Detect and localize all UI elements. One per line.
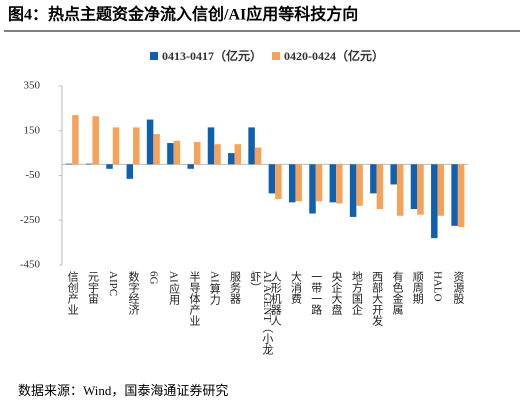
bar	[173, 140, 181, 165]
x-tick-label: 元宇宙	[86, 271, 99, 304]
x-tick-label: AI应用	[167, 271, 180, 305]
bar	[65, 163, 73, 165]
bar	[268, 164, 276, 194]
bar	[451, 164, 458, 226]
bar	[431, 164, 438, 239]
bar	[146, 119, 154, 165]
bar	[133, 127, 140, 165]
bar	[167, 143, 174, 165]
bar	[207, 127, 215, 165]
bar	[370, 164, 377, 194]
bar	[390, 164, 397, 185]
x-tick-label: AI算力	[208, 271, 221, 305]
x-tick-label: 半导体产业	[187, 271, 200, 326]
legend-swatch	[272, 52, 280, 60]
bar	[193, 141, 201, 165]
bar	[295, 164, 302, 202]
legend-label: 0413-0417（亿元）	[162, 48, 262, 63]
bar	[214, 144, 221, 165]
bar	[275, 164, 282, 199]
y-tick-label: 350	[24, 80, 41, 92]
source-note: 数据来源：Wind，国泰海通证券研究	[18, 383, 228, 398]
x-tick-label: 数字经济	[127, 271, 140, 315]
bar	[234, 144, 242, 165]
bar	[329, 164, 337, 203]
x-tick-label: 顺周期	[411, 271, 424, 304]
bar	[126, 164, 134, 179]
bar	[457, 164, 465, 227]
x-tick-label: HALO	[431, 271, 444, 302]
bar	[396, 164, 404, 216]
x-tick-label: 人形机器人	[269, 271, 282, 326]
bar	[248, 127, 255, 165]
bar	[437, 164, 445, 216]
bar	[336, 164, 343, 204]
bar	[187, 164, 194, 169]
bar	[228, 153, 235, 165]
x-tick-label: 有色金属	[390, 271, 403, 315]
x-tick-label: 资源股	[451, 271, 464, 304]
x-tick-label: 西部大开发	[370, 271, 383, 326]
y-tick-label: 150	[24, 124, 41, 136]
x-tick-label: 一带一路	[309, 271, 322, 315]
x-tick-label: 大消费	[289, 271, 302, 304]
x-tick-label: 6G	[147, 271, 160, 285]
x-tick-label: 信创产业	[66, 271, 79, 315]
y-tick-label: -50	[25, 169, 40, 181]
y-tick-label: -450	[20, 259, 41, 271]
bar	[288, 164, 296, 203]
bar	[417, 164, 424, 215]
bar	[376, 164, 384, 210]
bar	[309, 164, 316, 214]
legend-label: 0420-0424（亿元）	[284, 48, 384, 63]
x-tick-label: 地方国企	[350, 271, 363, 315]
x-tick-label: AI AGENT（小龙虾）	[248, 271, 273, 356]
bar	[153, 134, 160, 165]
chart-title: 图4：热点主题资金净流入信创/AI应用等科技方向	[8, 5, 358, 24]
x-tick-label: AIPC	[106, 271, 119, 297]
x-tick-label: 央企大盘	[330, 271, 343, 315]
bar	[72, 115, 79, 165]
bar	[410, 164, 418, 210]
bar	[112, 127, 120, 165]
bar	[315, 164, 323, 202]
x-tick-label: 服务器	[228, 271, 241, 304]
legend-swatch	[150, 52, 158, 60]
bar	[85, 163, 93, 165]
bar	[254, 147, 262, 165]
bar	[356, 164, 363, 206]
y-tick-label: -250	[20, 214, 41, 226]
bar	[92, 116, 99, 165]
bar	[106, 164, 113, 169]
bar	[349, 164, 357, 217]
